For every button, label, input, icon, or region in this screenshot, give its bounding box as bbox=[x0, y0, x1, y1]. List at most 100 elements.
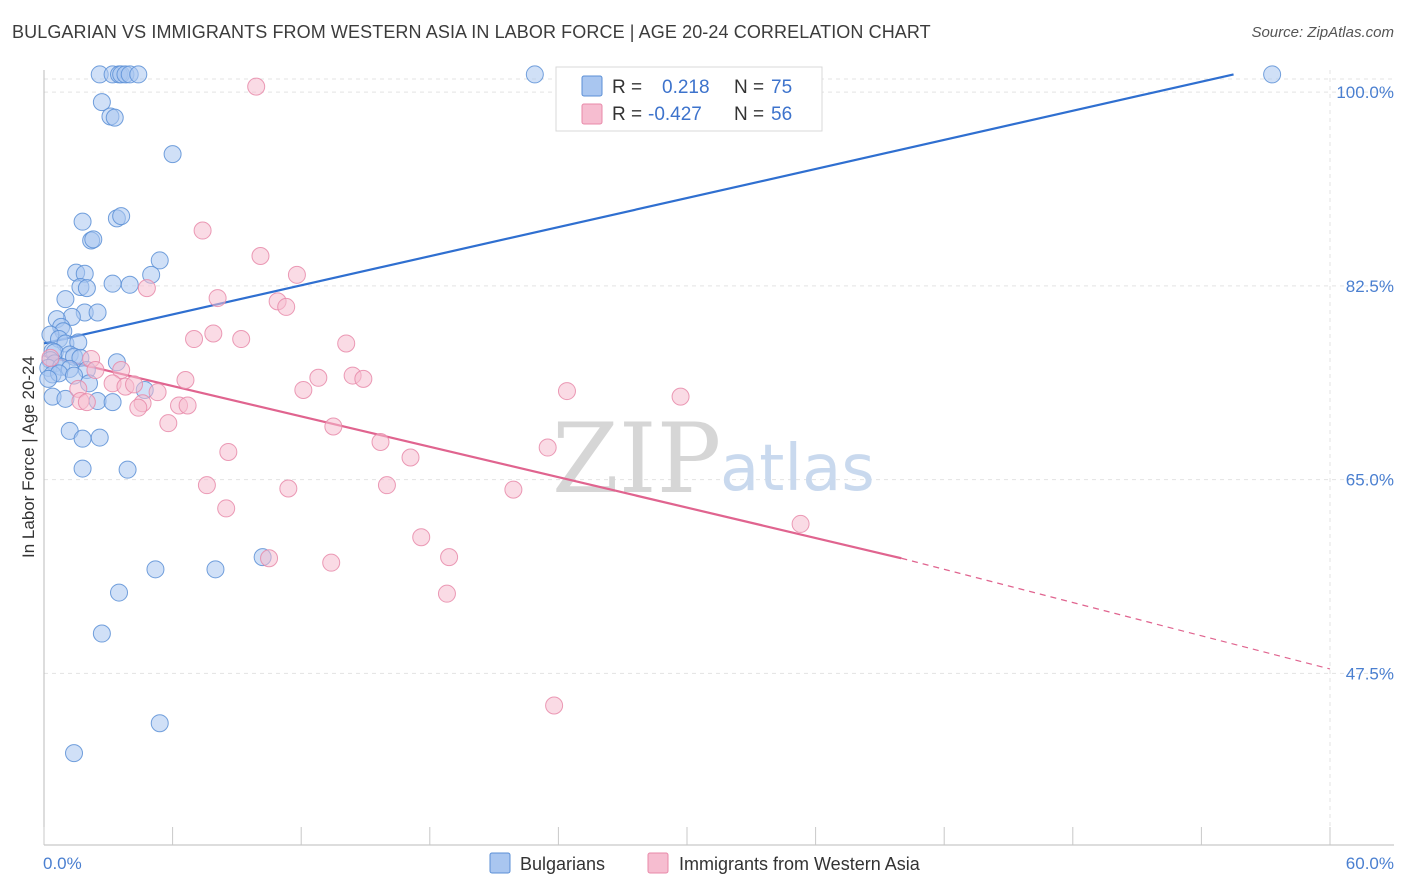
western-asia-point bbox=[437, 584, 456, 603]
western-asia-point bbox=[129, 398, 148, 417]
western-asia-point bbox=[294, 380, 313, 399]
watermark: ZIP atlas bbox=[552, 403, 875, 515]
western-asia-point bbox=[322, 553, 341, 572]
y-tick-label: 65.0% bbox=[1346, 471, 1394, 490]
bulgarian-point bbox=[206, 560, 225, 579]
stats-legend-swatch-pink bbox=[581, 103, 603, 125]
y-tick-label: 100.0% bbox=[1336, 83, 1394, 102]
western-asia-point bbox=[232, 330, 251, 349]
western-asia-point bbox=[557, 382, 576, 401]
western-asia-point bbox=[371, 433, 390, 451]
stats-n-value: 56 bbox=[771, 104, 792, 125]
trend-line-western-asia bbox=[43, 354, 902, 560]
stats-n-label: N = bbox=[734, 77, 764, 98]
western-asia-point bbox=[279, 479, 298, 498]
legend-label-western-asia: Immigrants from Western Asia bbox=[679, 854, 921, 874]
axes bbox=[43, 70, 1394, 846]
western-asia-point bbox=[791, 514, 810, 533]
bulgarian-point bbox=[65, 744, 84, 763]
western-asia-point bbox=[185, 330, 204, 349]
western-asia-point bbox=[309, 368, 328, 387]
stats-r-label: R = bbox=[612, 104, 642, 125]
western-asia-point bbox=[112, 361, 131, 380]
stats-r-value: 0.218 bbox=[662, 77, 710, 98]
bulgarian-point bbox=[103, 393, 122, 412]
bulgarian-point bbox=[150, 714, 169, 733]
western-asia-point bbox=[538, 438, 557, 457]
data-points bbox=[39, 65, 1282, 763]
watermark-zip: ZIP bbox=[552, 403, 721, 515]
legend-swatch-bulgarians bbox=[489, 852, 511, 874]
western-asia-point bbox=[137, 279, 156, 298]
bulgarian-point bbox=[112, 207, 131, 226]
western-asia-point bbox=[412, 528, 431, 547]
stats-n-value: 75 bbox=[771, 77, 792, 98]
legend-swatch-western-asia bbox=[647, 852, 669, 874]
western-asia-point bbox=[41, 348, 60, 367]
stats-r-value: -0.427 bbox=[648, 104, 702, 125]
bulgarian-point bbox=[73, 212, 92, 231]
western-asia-point bbox=[545, 696, 564, 715]
bulgarian-point bbox=[92, 624, 111, 643]
western-asia-point bbox=[251, 247, 270, 265]
western-asia-point bbox=[204, 324, 223, 343]
bulgarian-point bbox=[146, 560, 165, 579]
bulgarian-point bbox=[120, 275, 139, 294]
y-tick-label: 82.5% bbox=[1346, 277, 1394, 296]
series-legend: Bulgarians Immigrants from Western Asia bbox=[489, 852, 921, 874]
bulgarian-point bbox=[163, 145, 182, 164]
western-asia-point bbox=[324, 417, 343, 436]
legend-label-bulgarians: Bulgarians bbox=[520, 854, 605, 874]
bulgarian-point bbox=[103, 274, 122, 293]
stats-legend: R = 0.218 N = 75 R = -0.427 N = 56 bbox=[555, 66, 823, 132]
western-asia-point bbox=[671, 387, 690, 406]
trend-line-western-asia-extension bbox=[901, 557, 1331, 670]
bulgarian-point bbox=[92, 93, 111, 112]
y-tick-label: 47.5% bbox=[1346, 664, 1394, 683]
western-asia-point bbox=[197, 476, 216, 495]
western-asia-point bbox=[219, 442, 238, 461]
chart-title: BULGARIAN VS IMMIGRANTS FROM WESTERN ASI… bbox=[12, 22, 931, 42]
western-asia-point bbox=[287, 265, 306, 284]
bulgarian-point bbox=[56, 290, 75, 309]
bulgarian-point bbox=[73, 459, 92, 478]
western-asia-point bbox=[178, 396, 197, 415]
western-asia-point bbox=[77, 393, 96, 412]
western-asia-point bbox=[125, 375, 144, 394]
western-asia-point bbox=[247, 77, 266, 96]
x-tick-label-min: 0.0% bbox=[43, 854, 82, 873]
western-asia-point bbox=[193, 221, 212, 240]
bulgarian-point bbox=[88, 303, 107, 322]
western-asia-point bbox=[176, 371, 195, 389]
bulgarian-point bbox=[118, 460, 137, 479]
bulgarian-point bbox=[150, 251, 169, 270]
bulgarian-point bbox=[90, 428, 109, 447]
y-tick-labels: 47.5% 65.0% 82.5% 100.0% bbox=[1336, 83, 1394, 683]
western-asia-point bbox=[86, 361, 105, 380]
bulgarian-point bbox=[129, 65, 148, 84]
western-asia-point bbox=[208, 289, 227, 308]
western-asia-point bbox=[440, 548, 459, 567]
western-asia-point bbox=[504, 480, 523, 499]
y-axis-label: In Labor Force | Age 20-24 bbox=[19, 356, 38, 558]
bulgarian-point bbox=[39, 369, 58, 388]
bulgarian-point bbox=[77, 279, 96, 298]
trend-line-bulgarians bbox=[43, 73, 1234, 345]
trend-lines bbox=[43, 73, 1331, 670]
source-credit: Source: ZipAtlas.com bbox=[1251, 24, 1394, 41]
bulgarian-point bbox=[105, 108, 124, 127]
bulgarian-point bbox=[1263, 65, 1282, 84]
stats-legend-swatch-blue bbox=[581, 75, 603, 97]
stats-n-label: N = bbox=[734, 104, 764, 125]
western-asia-point bbox=[260, 549, 279, 568]
western-asia-point bbox=[277, 297, 296, 316]
x-tick-label-max: 60.0% bbox=[1346, 854, 1394, 873]
bulgarian-point bbox=[110, 583, 129, 602]
western-asia-point bbox=[217, 499, 236, 518]
bulgarian-point bbox=[84, 230, 103, 249]
western-asia-point bbox=[159, 414, 178, 433]
western-asia-point bbox=[377, 476, 396, 495]
western-asia-point bbox=[337, 334, 356, 353]
bulgarian-point bbox=[73, 429, 92, 448]
